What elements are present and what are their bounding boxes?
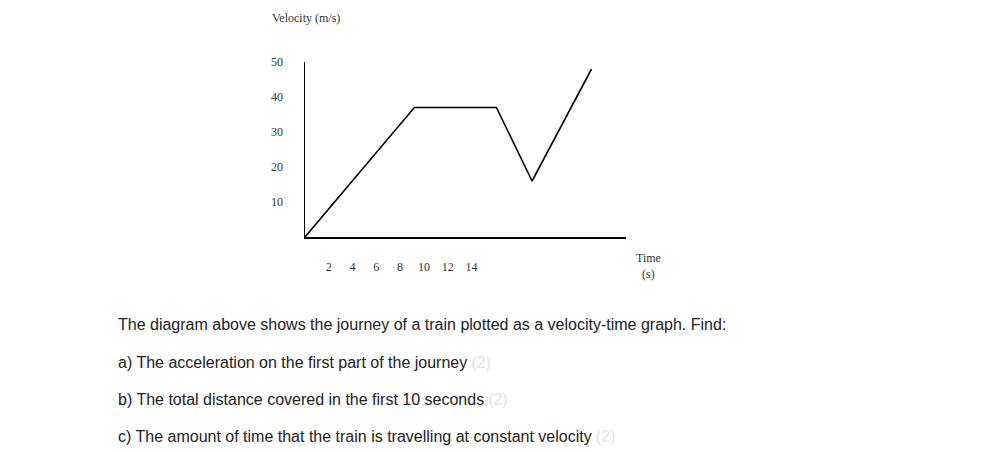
svg-text:14: 14 bbox=[465, 260, 477, 274]
svg-text:Time(s): Time(s) bbox=[636, 251, 661, 281]
svg-text:20: 20 bbox=[271, 160, 283, 174]
svg-text:12: 12 bbox=[442, 260, 454, 274]
svg-text:40: 40 bbox=[271, 90, 283, 104]
svg-text:10: 10 bbox=[418, 260, 430, 274]
html-text:The diagram above shows the jo: The diagram above shows the journey of a… bbox=[118, 316, 727, 333]
svg-text:6: 6 bbox=[373, 260, 379, 274]
svg-text:50: 50 bbox=[271, 55, 283, 69]
svg-text:Velocity (m/s): Velocity (m/s) bbox=[272, 11, 340, 25]
svg-text:4: 4 bbox=[350, 260, 356, 274]
svg-text:10: 10 bbox=[271, 195, 283, 209]
svg-text:30: 30 bbox=[271, 125, 283, 139]
svg-text:8: 8 bbox=[397, 260, 403, 274]
html-text:b) The total distance covered: b) The total distance covered in the fir… bbox=[118, 391, 508, 408]
html-text:a) The acceleration on the fir: a) The acceleration on the first part of… bbox=[118, 354, 491, 371]
html-text:c) The amount of time that the: c) The amount of time that the train is … bbox=[118, 428, 616, 445]
svg-text:2: 2 bbox=[326, 260, 332, 274]
